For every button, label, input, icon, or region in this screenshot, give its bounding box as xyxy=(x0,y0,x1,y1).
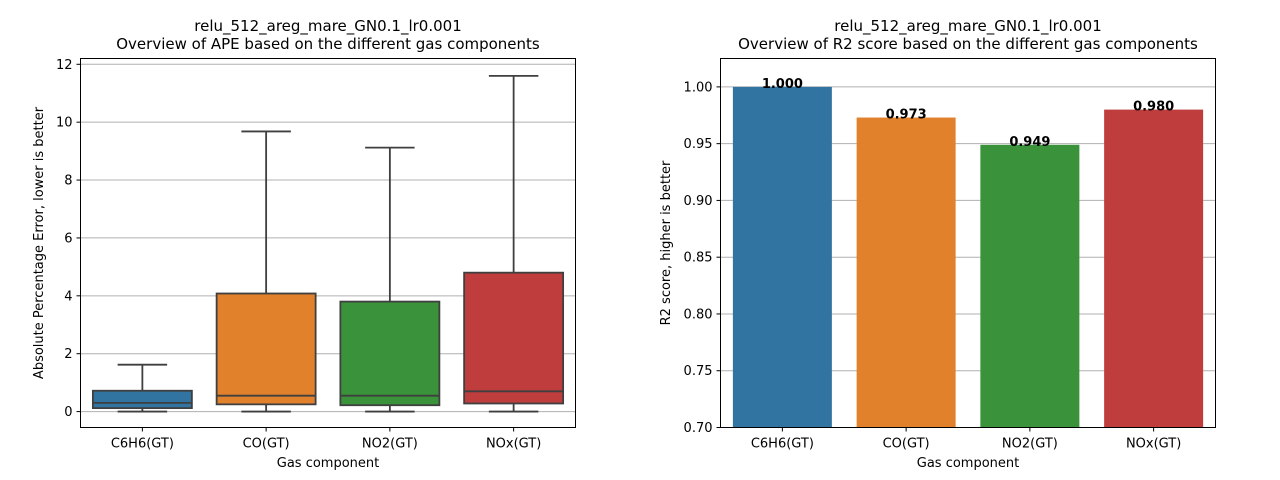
ape-y-axis-label: Absolute Percentage Error, lower is bett… xyxy=(32,106,47,379)
ape-y-tick-label: 12 xyxy=(56,58,73,73)
r2-y-tick-label: 1.00 xyxy=(684,80,713,95)
ape-axes-frame xyxy=(80,58,576,428)
ape-x-tick-label: NOx(GT) xyxy=(486,437,541,452)
r2-x-tick-label: CO(GT) xyxy=(883,437,930,452)
ape-box xyxy=(91,389,193,410)
r2-chart-subtitle: Overview of R2 score based on the differ… xyxy=(738,35,1198,53)
r2-y-tick-label: 0.75 xyxy=(684,364,713,379)
ape-y-tick-label: 10 xyxy=(56,116,73,131)
ape-y-tick-label: 0 xyxy=(64,405,72,420)
ape-chart: relu_512_areg_mare_GN0.1_lr0.001 Overvie… xyxy=(32,17,576,471)
r2-y-ticks: 0.70 0.75 0.80 0.85 0.90 0.95 1.00 xyxy=(684,80,721,436)
ape-chart-title: relu_512_areg_mare_GN0.1_lr0.001 xyxy=(194,17,462,36)
r2-y-tick-label: 0.95 xyxy=(684,137,713,152)
ape-x-axis-label: Gas component xyxy=(277,456,380,471)
ape-y-tick-label: 8 xyxy=(64,174,72,189)
ape-chart-subtitle: Overview of APE based on the different g… xyxy=(116,35,540,53)
r2-value-label: 1.000 xyxy=(762,77,803,92)
ape-y-tick-label: 6 xyxy=(64,231,72,246)
ape-x-tick-label: CO(GT) xyxy=(243,437,290,452)
r2-axes-frame xyxy=(720,58,1216,428)
ape-y-tick-label: 2 xyxy=(64,347,72,362)
r2-x-ticks: C6H6(GT) CO(GT) NO2(GT) NOx(GT) xyxy=(751,427,1181,452)
r2-value-label: 0.980 xyxy=(1133,100,1174,115)
r2-chart: relu_512_areg_mare_GN0.1_lr0.001 Overvie… xyxy=(659,17,1216,471)
r2-y-tick-label: 0.90 xyxy=(684,194,713,209)
r2-y-axis-label: R2 score, higher is better xyxy=(659,160,674,325)
r2-y-tick-label: 0.70 xyxy=(684,421,713,436)
r2-bars xyxy=(732,86,1204,428)
r2-bar xyxy=(856,117,956,428)
ape-box xyxy=(463,271,565,405)
r2-chart-title: relu_512_areg_mare_GN0.1_lr0.001 xyxy=(834,17,1102,36)
ape-x-ticks: C6H6(GT) CO(GT) NO2(GT) NOx(GT) xyxy=(111,427,541,452)
r2-x-tick-label: NO2(GT) xyxy=(1002,437,1058,452)
ape-box xyxy=(215,292,317,406)
r2-y-tick-label: 0.85 xyxy=(684,251,713,266)
r2-bar xyxy=(1104,109,1204,428)
ape-x-tick-label: NO2(GT) xyxy=(362,437,418,452)
r2-x-axis-label: Gas component xyxy=(917,456,1020,471)
r2-bar xyxy=(980,144,1080,428)
ape-x-tick-label: C6H6(GT) xyxy=(111,437,174,452)
r2-value-label: 0.949 xyxy=(1009,135,1050,150)
ape-y-ticks: 0 2 4 6 8 10 12 xyxy=(56,58,81,420)
ape-box xyxy=(339,300,441,407)
r2-x-tick-label: NOx(GT) xyxy=(1126,437,1181,452)
r2-value-labels: 1.000 0.973 0.949 0.980 xyxy=(762,77,1174,150)
r2-x-tick-label: C6H6(GT) xyxy=(751,437,814,452)
r2-value-label: 0.973 xyxy=(886,108,927,123)
ape-boxes xyxy=(91,74,565,413)
r2-y-tick-label: 0.80 xyxy=(684,307,713,322)
ape-gridlines xyxy=(80,63,576,413)
r2-bar xyxy=(732,86,832,428)
ape-y-tick-label: 4 xyxy=(64,289,72,304)
